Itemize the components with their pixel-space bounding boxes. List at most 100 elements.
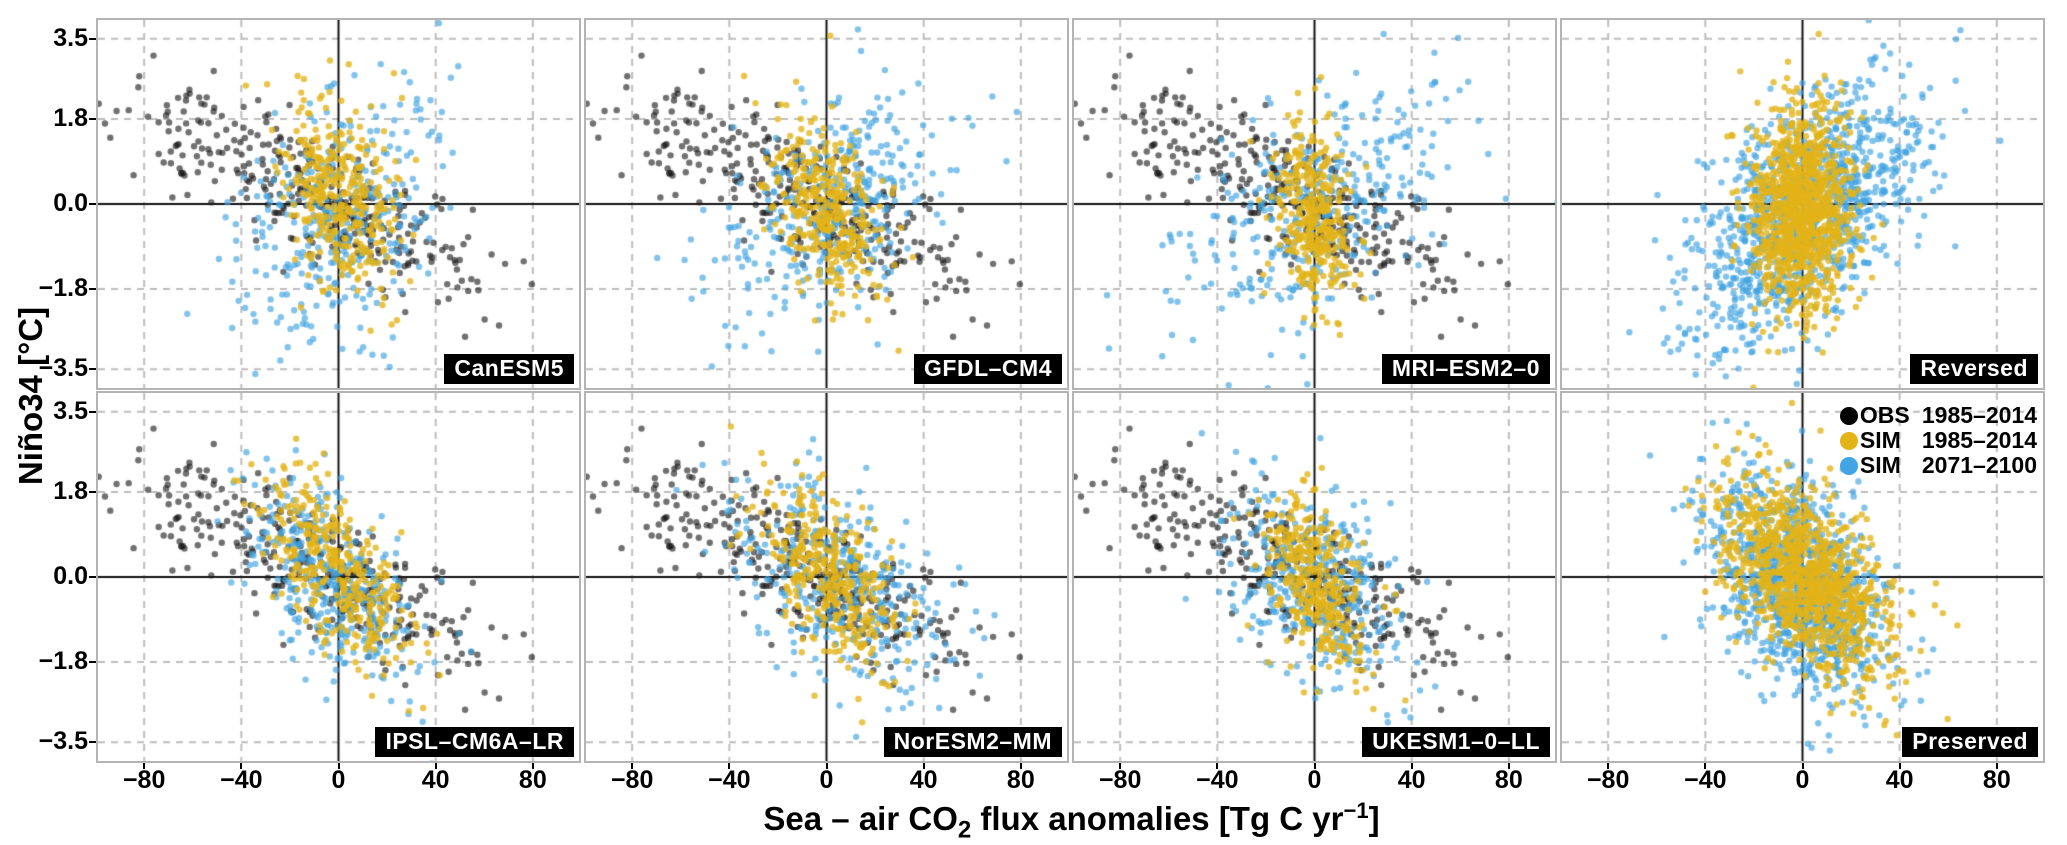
x-tick-mark <box>1313 763 1316 769</box>
y-tick-mark <box>89 287 96 290</box>
x-tick-mark <box>434 763 437 769</box>
y-tick-mark <box>89 410 96 413</box>
x-tick-label: −80 <box>122 766 166 794</box>
y-tick-mark <box>89 118 96 121</box>
x-tick-label: −40 <box>708 766 751 794</box>
y-tick-label: 0.0 <box>53 189 88 217</box>
x-tick-label: −40 <box>220 766 263 794</box>
x-tick-label: −80 <box>610 766 654 794</box>
scatter-canvas <box>586 393 1067 761</box>
x-tick-label: 40 <box>421 766 450 794</box>
legend-series-range: 1985–2014 <box>1921 427 2037 453</box>
panel-label: Reversed <box>1910 354 2038 384</box>
x-tick-mark <box>1507 763 1510 769</box>
y-tick-label: 3.5 <box>53 23 88 52</box>
scatter-panel-canesm5: CanESM5 <box>96 18 581 390</box>
x-tick-label: 40 <box>1397 766 1426 794</box>
x-tick-label: 0 <box>819 766 834 794</box>
x-tick-label: 80 <box>1006 766 1035 794</box>
y-tick-mark <box>89 741 96 744</box>
x-tick-mark <box>337 763 340 769</box>
x-tick-label: −80 <box>1098 766 1142 794</box>
legend-swatch-sim_hist <box>1839 431 1858 450</box>
legend-item: SIM 2071–2100 <box>1839 452 2037 478</box>
y-tick-label: 0.0 <box>53 562 88 590</box>
y-tick-label: −1.8 <box>38 273 88 302</box>
x-tick-mark <box>1019 763 1022 769</box>
legend-swatch-sim_fut <box>1839 456 1858 475</box>
y-tick-mark <box>89 368 96 371</box>
x-tick-label: 80 <box>1982 766 2011 794</box>
y-tick-label: 1.8 <box>53 104 88 133</box>
x-axis-title-mid: flux anomalies [Tg C yr <box>971 800 1344 837</box>
y-tick-label: 3.5 <box>53 396 88 425</box>
panel-label: CanESM5 <box>444 354 574 384</box>
x-tick-mark <box>1216 763 1219 769</box>
panel-label: UKESM1–0–LL <box>1362 727 1550 757</box>
legend-series-name: SIM <box>1859 452 1901 478</box>
x-tick-label: 80 <box>518 766 547 794</box>
x-tick-mark <box>825 763 828 769</box>
x-tick-mark <box>143 763 146 769</box>
scatter-panel-reversed: Reversed <box>1560 18 2045 390</box>
scatter-panel-noresm2-mm: NorESM2–MM <box>584 391 1069 763</box>
y-tick-mark <box>89 576 96 578</box>
x-tick-mark <box>1995 763 1998 769</box>
legend-item: OBS 1985–2014 <box>1839 402 2037 428</box>
y-tick-mark <box>89 660 96 663</box>
panel-label: MRI–ESM2–0 <box>1381 354 1550 384</box>
scatter-panel-ukesm1-0-ll: UKESM1–0–LL <box>1072 391 1557 763</box>
x-axis-title-pre: Sea – air CO <box>763 800 958 837</box>
x-tick-mark <box>1704 763 1707 769</box>
y-tick-mark <box>89 203 96 205</box>
yr-exponent: −1 <box>1343 798 1369 823</box>
x-tick-label: 0 <box>331 766 346 794</box>
x-tick-label: −40 <box>1684 766 1727 794</box>
x-tick-label: −80 <box>1586 766 1630 794</box>
scatter-canvas <box>1074 20 1555 388</box>
scatter-panel-ipsl-cm6a-lr: IPSL–CM6A–LR <box>96 391 581 763</box>
x-axis-title: Sea – air CO2 flux anomalies [Tg C yr−1] <box>96 798 2047 845</box>
x-tick-mark <box>1607 763 1610 769</box>
legend-series-range: 1985–2014 <box>1921 402 2037 428</box>
scatter-canvas <box>1074 393 1555 761</box>
panel-label: NorESM2–MM <box>883 727 1062 757</box>
x-tick-mark <box>728 763 731 769</box>
x-tick-label: 40 <box>1885 766 1914 794</box>
x-axis-title-post: ] <box>1368 800 1380 837</box>
y-tick-label: −1.8 <box>38 646 88 675</box>
scatter-canvas <box>98 20 579 388</box>
x-tick-label: −40 <box>1196 766 1239 794</box>
y-axis-title-text: Niño34 [°C] <box>12 306 49 486</box>
scatter-canvas <box>1562 20 2043 388</box>
x-tick-mark <box>1898 763 1901 769</box>
y-tick-mark <box>89 491 96 494</box>
legend-series-name: SIM <box>1859 427 1901 453</box>
x-tick-mark <box>631 763 634 769</box>
legend-swatch-obs <box>1839 406 1858 425</box>
scatter-canvas <box>1562 393 2043 761</box>
x-tick-mark <box>922 763 925 769</box>
legend-item: SIM 1985–2014 <box>1839 427 2037 453</box>
scatter-canvas <box>98 393 579 761</box>
y-tick-mark <box>89 37 96 40</box>
legend: OBS 1985–2014 SIM 1985–2014 SIM 2071–2100 <box>1839 402 2037 478</box>
panel-label: Preserved <box>1902 727 2038 757</box>
x-tick-mark <box>1801 763 1804 769</box>
x-tick-label: 40 <box>909 766 938 794</box>
x-tick-label: 0 <box>1795 766 1810 794</box>
x-tick-mark <box>1410 763 1413 769</box>
scatter-panel-mri-esm2-0: MRI–ESM2–0 <box>1072 18 1557 390</box>
x-tick-mark <box>240 763 243 769</box>
legend-series-range: 2071–2100 <box>1921 452 2037 478</box>
co2-subscript: 2 <box>957 816 972 844</box>
scatter-panel-preserved: Preserved OBS 1985–2014 SIM 1985–2014 SIM 2071… <box>1560 391 2045 763</box>
y-tick-label: 1.8 <box>53 477 88 506</box>
scatter-canvas <box>586 20 1067 388</box>
panel-label: GFDL–CM4 <box>914 354 1062 384</box>
y-tick-label: −3.5 <box>38 354 88 383</box>
x-tick-mark <box>531 763 534 769</box>
x-tick-label: 80 <box>1494 766 1523 794</box>
scatter-panel-gfdl-cm4: GFDL–CM4 <box>584 18 1069 390</box>
